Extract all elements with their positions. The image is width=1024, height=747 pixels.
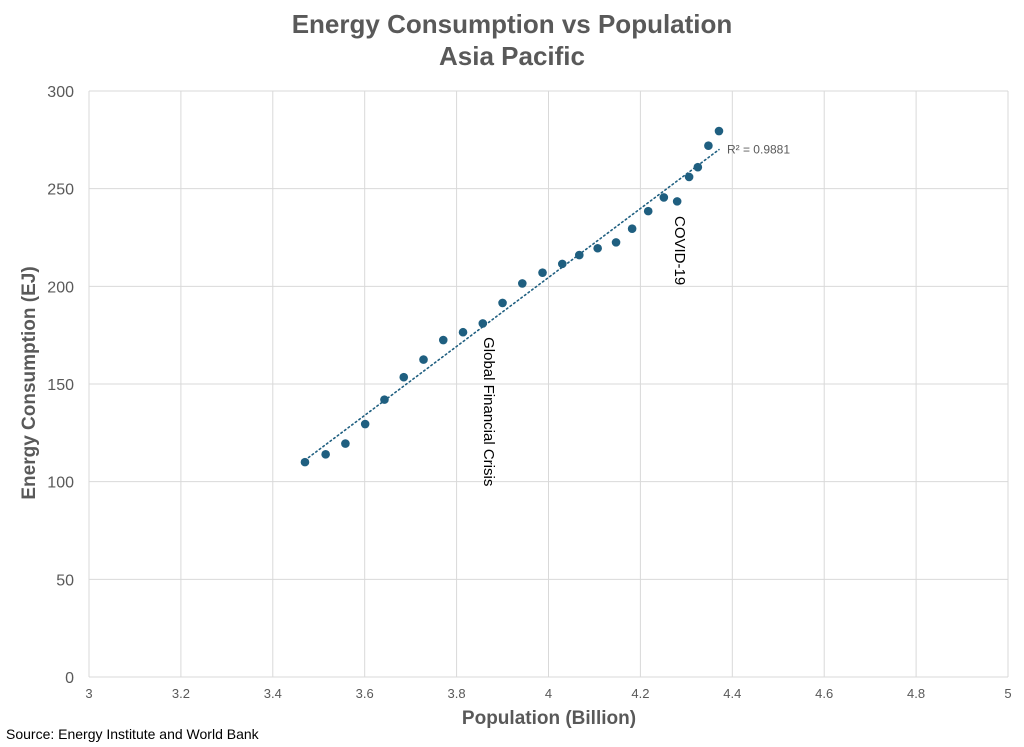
data-point xyxy=(438,335,448,345)
y-tick-label: 300 xyxy=(47,84,74,101)
annotations: Global Financial Crisis COVID-19 xyxy=(480,216,688,486)
annotation-label: Global Financial Crisis xyxy=(480,337,497,486)
chart-subtitle: Asia Pacific xyxy=(439,41,585,71)
y-tick-label: 0 xyxy=(65,670,74,687)
data-point xyxy=(341,439,350,448)
x-tick-label: 3.2 xyxy=(172,686,190,701)
data-point xyxy=(380,395,389,404)
x-tick-label: 4 xyxy=(545,686,552,701)
x-tick-label: 4.2 xyxy=(631,686,649,701)
data-point xyxy=(538,268,547,277)
data-point xyxy=(627,224,637,234)
data-point xyxy=(360,419,370,429)
data-point xyxy=(693,162,703,172)
trendline-group: R² = 0.9881 xyxy=(304,143,790,461)
data-point xyxy=(672,197,682,206)
data-point xyxy=(714,126,724,136)
data-points xyxy=(300,126,724,467)
data-point xyxy=(478,319,488,328)
data-point xyxy=(643,206,653,216)
y-tick-label: 150 xyxy=(47,377,74,394)
x-tick-label: 4.4 xyxy=(723,686,741,701)
x-tick-label: 4.6 xyxy=(815,686,833,701)
data-point xyxy=(611,238,621,247)
data-point xyxy=(557,259,567,269)
y-tick-label: 50 xyxy=(56,572,74,589)
data-point xyxy=(593,243,602,253)
x-tick-label: 3.6 xyxy=(356,686,374,701)
r-squared-label: R² = 0.9881 xyxy=(727,143,790,157)
x-tick-label: 4.8 xyxy=(907,686,925,701)
axis-ticks: 3 3.2 3.4 3.6 3.8 4 4.2 4.4 4.6 4.8 50501001502002… xyxy=(47,84,1011,701)
data-point xyxy=(684,172,694,182)
x-tick-label: 3.8 xyxy=(448,686,466,701)
data-point xyxy=(321,450,330,459)
source-note: Source: Energy Institute and World Bank xyxy=(6,726,260,742)
gridlines xyxy=(88,90,1009,678)
y-axis-title: Energy Consumption (EJ) xyxy=(19,266,40,499)
data-point xyxy=(419,355,428,364)
annotation-label: COVID-19 xyxy=(671,216,688,285)
chart-title: Energy Consumption vs Population xyxy=(292,9,733,39)
data-point xyxy=(399,372,409,382)
data-point xyxy=(498,298,507,308)
data-point xyxy=(518,279,527,288)
data-point xyxy=(659,193,669,202)
data-point xyxy=(300,457,310,467)
y-tick-label: 250 xyxy=(47,182,74,199)
x-axis-title: Population (Billion) xyxy=(462,708,636,729)
trendline xyxy=(304,148,720,461)
x-tick-label: 5 xyxy=(1004,686,1011,701)
y-tick-label: 100 xyxy=(47,475,74,492)
x-tick-label: 3.4 xyxy=(264,686,282,701)
data-point xyxy=(704,141,713,150)
y-tick-label: 200 xyxy=(47,279,74,296)
x-tick-label: 3 xyxy=(85,686,92,701)
data-point xyxy=(458,327,468,337)
data-point xyxy=(574,250,584,260)
